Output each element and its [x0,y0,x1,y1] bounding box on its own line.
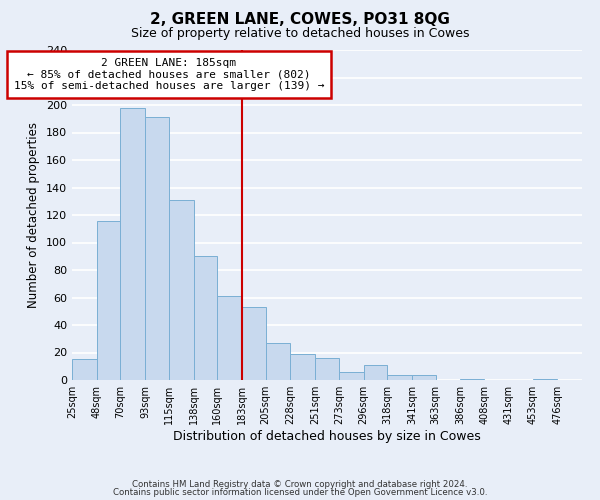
Bar [169,200,194,380]
Text: 2 GREEN LANE: 185sqm
← 85% of detached houses are smaller (802)
15% of semi-deta: 2 GREEN LANE: 185sqm ← 85% of detached h… [14,58,324,92]
Text: Contains HM Land Registry data © Crown copyright and database right 2024.: Contains HM Land Registry data © Crown c… [132,480,468,489]
Bar [460,378,484,380]
Bar [217,296,242,380]
Bar [145,118,169,380]
Text: 2, GREEN LANE, COWES, PO31 8QG: 2, GREEN LANE, COWES, PO31 8QG [150,12,450,28]
Bar [315,358,339,380]
Bar [194,256,217,380]
Text: Contains public sector information licensed under the Open Government Licence v3: Contains public sector information licen… [113,488,487,497]
Bar [97,220,121,380]
X-axis label: Distribution of detached houses by size in Cowes: Distribution of detached houses by size … [173,430,481,443]
Bar [121,108,145,380]
Text: Size of property relative to detached houses in Cowes: Size of property relative to detached ho… [131,28,469,40]
Bar [412,374,436,380]
Bar [290,354,315,380]
Bar [364,365,387,380]
Bar [387,374,412,380]
Y-axis label: Number of detached properties: Number of detached properties [28,122,40,308]
Bar [533,378,557,380]
Bar [72,360,97,380]
Bar [266,343,290,380]
Bar [242,307,266,380]
Bar [339,372,364,380]
